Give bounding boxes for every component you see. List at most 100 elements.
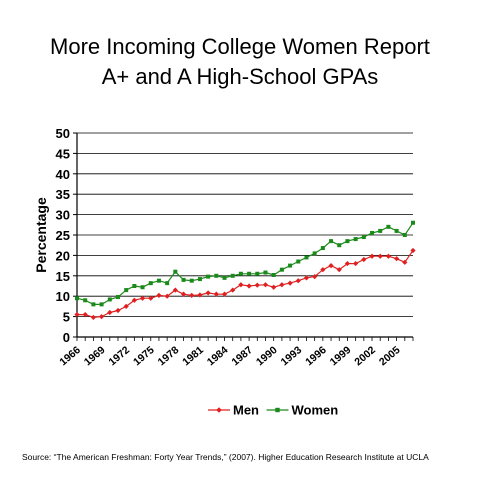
data-point-women <box>83 298 88 303</box>
data-point-men <box>385 253 392 259</box>
data-point-women <box>107 297 112 302</box>
y-tick-label: 35 <box>56 187 70 202</box>
data-point-men <box>189 292 195 298</box>
x-tick-label: 1969 <box>82 344 108 368</box>
data-point-men <box>82 311 88 318</box>
data-point-women <box>353 237 358 242</box>
y-tick-label: 15 <box>56 269 70 284</box>
data-point-men <box>90 314 96 321</box>
x-tick-label: 1972 <box>106 344 132 368</box>
data-point-men <box>353 260 359 267</box>
data-point-women <box>296 259 301 264</box>
data-point-women <box>255 271 260 276</box>
x-tick-label: 1978 <box>156 344 182 368</box>
data-point-women <box>75 296 79 301</box>
data-point-men <box>394 256 400 262</box>
data-point-women <box>320 246 325 251</box>
y-tick-label: 40 <box>56 167 70 182</box>
data-point-men <box>172 287 178 293</box>
x-tick-label: 1981 <box>180 344 206 368</box>
data-point-women <box>148 281 153 286</box>
data-point-men <box>156 292 162 298</box>
data-point-men <box>295 278 301 284</box>
x-tick-label: 1984 <box>205 344 231 368</box>
y-tick-label: 30 <box>56 208 70 223</box>
data-point-women <box>370 230 375 235</box>
data-point-men <box>320 267 326 273</box>
data-point-women <box>394 228 399 233</box>
data-point-men <box>180 291 187 297</box>
x-tick-label: 1966 <box>57 344 83 368</box>
data-point-women <box>132 284 137 288</box>
chart-title-line-1: More Incoming College Women Report <box>50 34 430 59</box>
data-point-men <box>361 256 367 263</box>
data-point-women <box>279 267 284 272</box>
data-point-men <box>197 292 203 298</box>
y-axis-label: Percentage <box>33 197 49 273</box>
data-point-men <box>287 280 293 286</box>
data-point-women <box>124 288 129 293</box>
data-point-women <box>173 269 178 274</box>
data-point-women <box>115 295 120 300</box>
data-point-women <box>247 271 252 276</box>
data-point-men <box>279 282 285 288</box>
data-point-men <box>148 295 154 301</box>
x-tick-label: 1999 <box>328 344 354 368</box>
data-point-women <box>271 272 276 277</box>
data-point-men <box>344 260 351 267</box>
data-point-women <box>214 273 219 278</box>
data-point-women <box>91 302 96 307</box>
y-tick-label: 5 <box>63 310 70 325</box>
data-point-women <box>140 285 145 290</box>
data-point-women <box>206 274 211 279</box>
data-point-women <box>165 281 170 286</box>
y-tick-label: 20 <box>56 248 70 263</box>
x-tick-label: 1996 <box>303 344 329 368</box>
data-point-women <box>312 251 317 256</box>
y-tick-label: 10 <box>56 289 70 304</box>
data-point-women <box>263 270 268 275</box>
x-tick-label: 2002 <box>352 344 378 368</box>
data-point-men <box>369 253 375 259</box>
data-point-men <box>271 284 277 290</box>
data-point-women <box>337 243 342 248</box>
data-point-men <box>328 263 334 269</box>
data-point-women <box>156 278 161 283</box>
data-point-men <box>246 283 252 289</box>
data-point-men <box>164 293 170 299</box>
y-tick-label: 25 <box>56 228 70 243</box>
data-point-women <box>197 277 202 282</box>
data-point-women <box>181 277 186 282</box>
data-point-men <box>410 247 416 254</box>
data-point-men <box>107 309 113 316</box>
legend-label-men: Men <box>233 403 259 418</box>
x-tick-label: 1975 <box>131 344 157 368</box>
data-point-men <box>238 282 244 288</box>
legend-marker-women <box>275 407 280 413</box>
data-point-women <box>222 275 227 280</box>
data-point-men <box>98 314 105 320</box>
x-tick-label: 2005 <box>377 344 403 368</box>
data-point-men <box>139 295 146 301</box>
data-point-women <box>304 255 309 260</box>
y-tick-label: 50 <box>56 126 70 141</box>
data-point-men <box>123 303 129 309</box>
data-point-men <box>303 275 310 281</box>
legend-label-women: Women <box>292 403 339 418</box>
data-point-women <box>386 224 391 229</box>
data-point-women <box>288 263 293 268</box>
data-point-women <box>378 228 383 233</box>
data-point-men <box>254 282 260 288</box>
data-point-men <box>205 290 211 296</box>
data-point-women <box>345 239 350 244</box>
data-point-women <box>329 239 334 244</box>
legend-marker-men <box>216 407 222 413</box>
data-point-men <box>213 291 219 297</box>
data-point-men <box>377 253 383 259</box>
x-tick-label: 1993 <box>279 344 305 368</box>
data-point-men <box>230 287 236 293</box>
data-point-men <box>402 259 408 265</box>
data-point-men <box>262 282 269 288</box>
data-point-women <box>361 235 366 240</box>
